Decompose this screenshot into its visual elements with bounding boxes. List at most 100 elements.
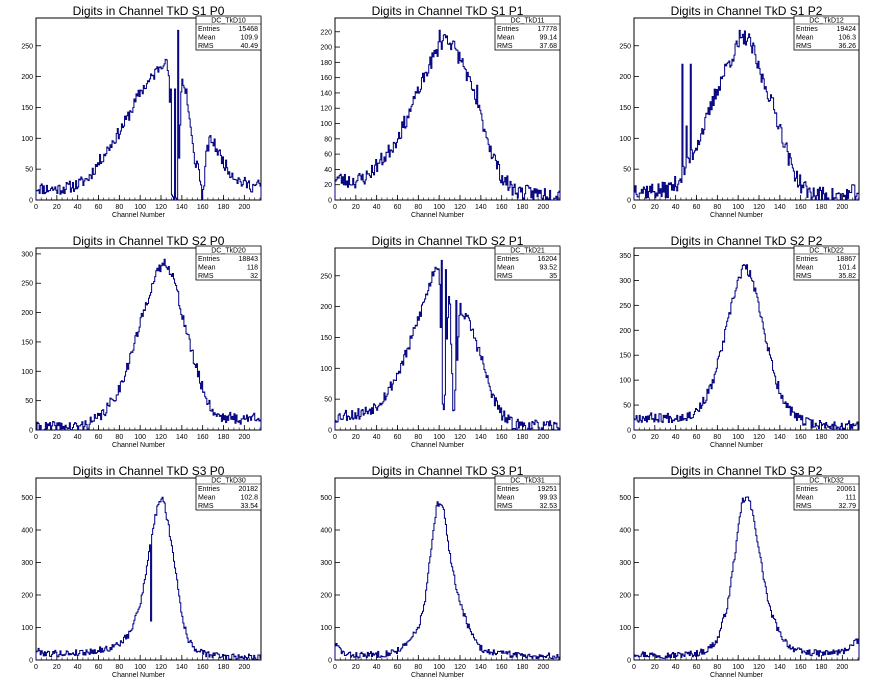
y-tick-label: 0 — [328, 658, 332, 665]
y-tick-label: 180 — [320, 60, 332, 67]
x-tick-label: 160 — [496, 664, 508, 671]
chart-title: Digits in Channel TkD S3 P2 — [671, 464, 823, 478]
y-tick-label: 100 — [320, 121, 332, 128]
x-tick-label: 80 — [414, 434, 422, 441]
y-tick-label: 50 — [623, 403, 631, 410]
x-tick-label: 100 — [732, 434, 744, 441]
x-tick-label: 140 — [176, 204, 188, 211]
stats-value: 15468 — [239, 26, 259, 33]
stats-label: Entries — [796, 26, 818, 33]
y-tick-label: 0 — [29, 198, 33, 205]
chart-title: Digits in Channel TkD S2 P2 — [671, 234, 823, 248]
x-tick-label: 160 — [795, 434, 807, 441]
histogram-series — [334, 259, 561, 431]
stats-value: 99.93 — [539, 495, 557, 502]
histogram-series — [36, 258, 262, 431]
stats-box-frame — [793, 15, 860, 51]
stats-value: 16204 — [538, 256, 558, 263]
x-tick-label: 140 — [475, 664, 487, 671]
y-tick-label: 100 — [320, 366, 332, 373]
y-tick-label: 80 — [324, 136, 332, 143]
stats-value: 17778 — [538, 26, 558, 33]
histogram-series — [35, 29, 262, 201]
y-tick-label: 150 — [619, 353, 631, 360]
y-tick-label: 0 — [328, 198, 332, 205]
x-tick-label: 120 — [753, 204, 765, 211]
histogram-series — [35, 496, 262, 661]
stats-label: Mean — [497, 35, 515, 42]
y-tick-label: 160 — [320, 75, 332, 82]
stats-box-frame — [494, 15, 561, 51]
stats-label: RMS — [198, 43, 214, 50]
stats-value: 35.82 — [838, 273, 856, 280]
x-tick-label: 80 — [115, 204, 123, 211]
plot-frame — [633, 17, 860, 201]
y-tick-label: 100 — [320, 625, 332, 632]
stats-value: 19424 — [837, 26, 857, 33]
x-tick-label: 140 — [176, 434, 188, 441]
y-tick-label: 150 — [320, 335, 332, 342]
y-tick-label: 50 — [25, 167, 33, 174]
stats-value: 111 — [845, 495, 856, 502]
y-tick-label: 0 — [627, 428, 631, 435]
y-tick-label: 60 — [324, 152, 332, 159]
x-tick-label: 140 — [774, 204, 786, 211]
histogram-panel-3: Digits in Channel TkD S1 P2 0 20 40 60 80 100 1… — [619, 4, 860, 219]
stats-value: 109.9 — [240, 35, 258, 42]
x-tick-label: 60 — [693, 204, 701, 211]
stats-label: Mean — [497, 265, 515, 272]
chart-title: Digits in Channel TkD S3 P0 — [73, 464, 225, 478]
stats-label: Entries — [198, 256, 220, 263]
x-tick-label: 0 — [34, 434, 38, 441]
x-tick-label: 200 — [836, 664, 848, 671]
x-tick-label: 180 — [816, 434, 828, 441]
y-tick-label: 100 — [619, 625, 631, 632]
x-axis-label: Channel Number — [710, 212, 764, 219]
stats-label: RMS — [497, 273, 513, 280]
histogram-panel-1: Digits in Channel TkD S1 P0 0 20 40 60 80 100 1… — [21, 4, 262, 219]
y-tick-label: 250 — [619, 43, 631, 50]
y-tick-label: 250 — [320, 273, 332, 280]
x-tick-label: 120 — [454, 434, 466, 441]
x-tick-label: 20 — [53, 664, 61, 671]
y-tick-label: 250 — [21, 43, 33, 50]
y-tick-label: 50 — [324, 397, 332, 404]
x-tick-label: 120 — [155, 434, 167, 441]
stats-label: RMS — [796, 503, 812, 510]
stats-value: 118 — [247, 265, 258, 272]
x-tick-label: 200 — [238, 434, 250, 441]
x-tick-label: 40 — [74, 664, 82, 671]
y-tick-label: 200 — [320, 593, 332, 600]
stats-value: 40.49 — [240, 43, 258, 50]
x-tick-label: 60 — [394, 664, 402, 671]
stats-label: Entries — [796, 486, 818, 493]
chart-title: Digits in Channel TkD S1 P0 — [73, 4, 225, 18]
y-tick-label: 350 — [619, 253, 631, 260]
stats-value: 102.8 — [240, 495, 258, 502]
x-tick-label: 100 — [134, 664, 146, 671]
stats-box-frame — [793, 245, 860, 281]
y-tick-label: 140 — [320, 90, 332, 97]
x-tick-label: 200 — [537, 664, 549, 671]
x-tick-label: 0 — [632, 664, 636, 671]
x-tick-label: 160 — [795, 204, 807, 211]
x-tick-label: 40 — [373, 434, 381, 441]
stats-label: RMS — [198, 273, 214, 280]
stats-value: 36.26 — [838, 43, 856, 50]
stats-label: Mean — [796, 265, 814, 272]
x-tick-label: 160 — [197, 434, 209, 441]
x-tick-label: 180 — [816, 664, 828, 671]
stats-label: Mean — [796, 35, 814, 42]
histogram-panel-8: Digits in Channel TkD S3 P1 0 20 40 60 80 100 1… — [320, 464, 561, 679]
y-tick-label: 400 — [619, 528, 631, 535]
x-tick-label: 0 — [333, 664, 337, 671]
x-tick-label: 120 — [753, 434, 765, 441]
x-tick-label: 160 — [496, 434, 508, 441]
stats-label: Entries — [497, 26, 519, 33]
x-tick-label: 200 — [836, 204, 848, 211]
x-tick-label: 20 — [352, 204, 360, 211]
x-tick-label: 200 — [537, 434, 549, 441]
